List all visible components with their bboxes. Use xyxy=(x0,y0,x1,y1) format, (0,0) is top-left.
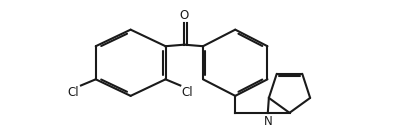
Text: O: O xyxy=(180,9,189,22)
Text: Cl: Cl xyxy=(182,86,193,99)
Text: N: N xyxy=(264,115,272,128)
Text: Cl: Cl xyxy=(68,86,80,99)
